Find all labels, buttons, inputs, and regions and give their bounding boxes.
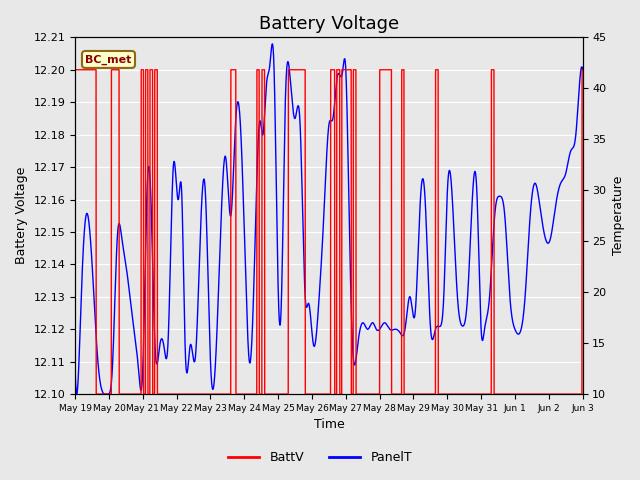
Title: Battery Voltage: Battery Voltage — [259, 15, 399, 33]
X-axis label: Time: Time — [314, 419, 344, 432]
Legend: BattV, PanelT: BattV, PanelT — [223, 446, 417, 469]
Y-axis label: Battery Voltage: Battery Voltage — [15, 167, 28, 264]
Y-axis label: Temperature: Temperature — [612, 176, 625, 255]
Text: BC_met: BC_met — [85, 54, 132, 65]
